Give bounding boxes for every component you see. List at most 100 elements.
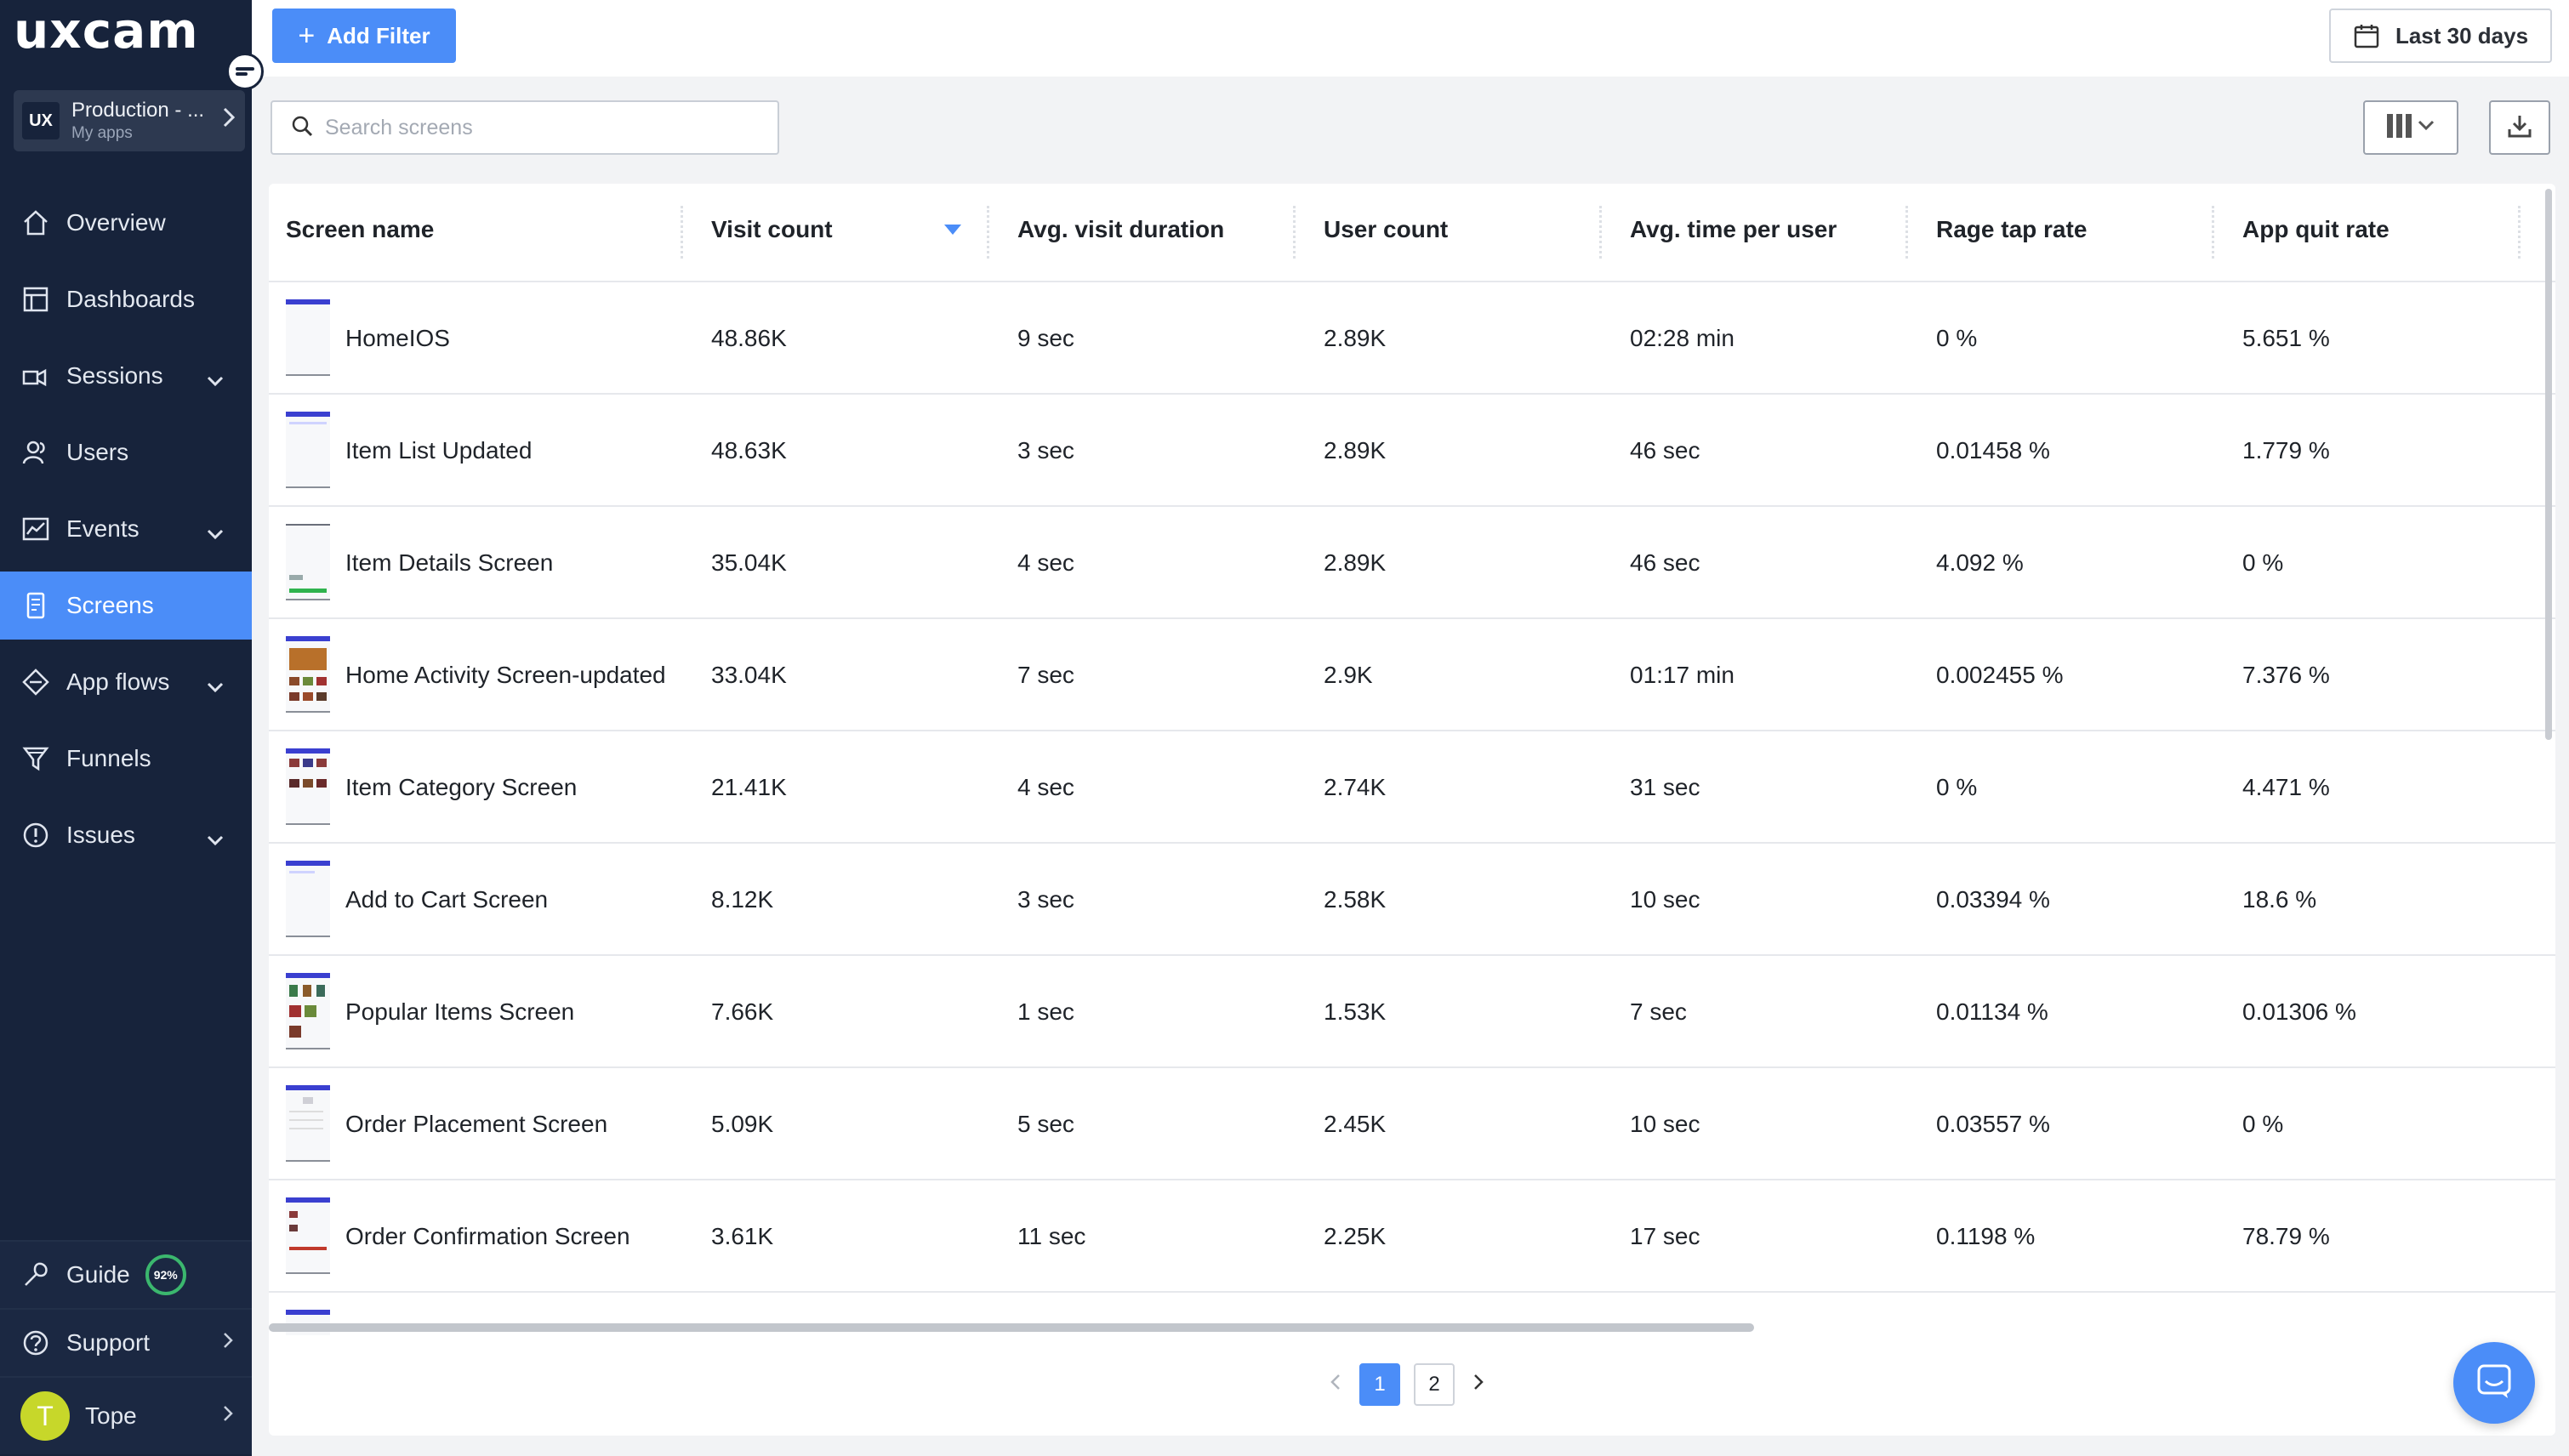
avg-visit-duration: 11 sec [1017,1223,1086,1249]
avg-time-per-user: 46 sec [1630,437,1700,464]
nav-item-funnels[interactable]: Funnels [0,725,252,793]
columns-icon [2384,111,2438,145]
pagination: 1 2 [1319,1362,1495,1407]
nav-item-screens[interactable]: Screens [0,572,252,640]
column-header-user-count[interactable]: User count [1324,216,1449,242]
nav-item-events[interactable]: Events [0,495,252,563]
table-row[interactable]: Item Category Screen 21.41K 4 sec 2.74K … [269,731,2555,844]
column-header-app-quit-rate[interactable]: App quit rate [2242,216,2390,242]
chat-support-button[interactable] [2453,1342,2535,1424]
chevron-right-icon [221,106,236,135]
screen-name[interactable]: Home Activity Screen-updated [345,662,666,688]
table-row[interactable]: Add to Cart Screen 8.12K 3 sec 2.58K 10 … [269,844,2555,956]
screen-thumbnail [286,1197,330,1274]
plus-icon: + [298,19,316,52]
nav-label: Screens [66,592,154,618]
table-row[interactable]: Order Confirmation Screen 3.61K 11 sec 2… [269,1180,2555,1293]
avg-time-per-user: 31 sec [1630,774,1700,800]
uxcam-logo[interactable]: uxcam [14,2,199,60]
guide-label: Guide [66,1261,130,1288]
visit-count: 5.09K [711,1111,774,1137]
horizontal-scrollbar[interactable] [269,1323,1754,1332]
app-quit-rate: 18.6 % [2242,886,2317,913]
user-item[interactable]: T Tope [0,1376,252,1454]
rage-tap-rate: 0.03394 % [1936,886,2050,913]
nav-item-overview[interactable]: Overview [0,189,252,257]
column-resizer[interactable] [1905,206,1908,259]
date-range-button[interactable]: Last 30 days [2329,9,2552,63]
issues-icon [20,820,51,850]
avg-visit-duration: 4 sec [1017,549,1074,576]
screen-name[interactable]: Popular Items Screen [345,998,575,1025]
column-header-avg-time-per-user[interactable]: Avg. time per user [1630,216,1837,242]
screen-name[interactable]: Item Category Screen [345,774,578,800]
user-count: 2.74K [1324,774,1387,800]
nav-item-app-flows[interactable]: App flows [0,648,252,716]
nav-item-dashboards[interactable]: Dashboards [0,265,252,333]
avg-visit-duration: 1 sec [1017,998,1074,1025]
app-switcher[interactable]: UX Production - ... My apps [14,90,245,151]
page-button-2[interactable]: 2 [1414,1363,1455,1406]
support-item[interactable]: Support [0,1308,252,1376]
screen-name[interactable]: Order Confirmation Screen [345,1223,630,1249]
screen-name[interactable]: Add to Cart Screen [345,886,549,913]
screen-name[interactable]: Item List Updated [345,437,533,464]
table-row[interactable]: Item Details Screen 35.04K 4 sec 2.89K 4… [269,507,2555,619]
table-row[interactable]: Order Placement Screen 5.09K 5 sec 2.45K… [269,1068,2555,1180]
vertical-scrollbar[interactable] [2545,189,2552,740]
download-button[interactable] [2489,100,2550,155]
column-resizer[interactable] [1293,206,1296,259]
screen-name[interactable]: Order Placement Screen [345,1111,608,1137]
page-button-1[interactable]: 1 [1359,1363,1400,1406]
screen-name[interactable]: HomeIOS [345,325,450,351]
collapse-sidebar-button[interactable] [226,53,264,90]
screen-thumbnail [286,299,330,376]
column-header-screen-name[interactable]: Screen name [286,216,435,242]
prev-page-icon[interactable] [1319,1370,1353,1399]
user-count: 2.89K [1324,437,1387,464]
avg-time-per-user: 10 sec [1630,886,1700,913]
main-nav: Overview Dashboards Sessions Users [0,189,252,878]
sort-desc-icon[interactable] [944,225,961,235]
guide-item[interactable]: Guide 92% [0,1240,252,1308]
rage-tap-rate: 0.03557 % [1936,1111,2050,1137]
nav-item-sessions[interactable]: Sessions [0,342,252,410]
table-row[interactable]: HomeIOS 48.86K 9 sec 2.89K 02:28 min 0 %… [269,282,2555,395]
column-resizer[interactable] [987,206,989,259]
table-row[interactable]: Home Activity Screen-updated 33.04K 7 se… [269,619,2555,731]
screen-thumbnail [286,412,330,488]
columns-toggle-button[interactable] [2363,100,2458,155]
nav-item-issues[interactable]: Issues [0,801,252,869]
next-page-icon[interactable] [1461,1370,1495,1399]
screen-name[interactable]: Item Details Screen [345,549,554,576]
visit-count: 48.86K [711,325,787,351]
nav-item-users[interactable]: Users [0,418,252,486]
visit-count: 48.63K [711,437,787,464]
column-header-visit-count[interactable]: Visit count [711,216,833,242]
column-header-rage-tap-rate[interactable]: Rage tap rate [1936,216,2088,242]
column-resizer[interactable] [2518,206,2521,259]
user-count: 1.53K [1324,998,1387,1025]
app-quit-rate: 0 % [2242,1111,2284,1137]
search-field[interactable] [271,100,779,155]
table-row[interactable]: Item List Updated 48.63K 3 sec 2.89K 46 … [269,395,2555,507]
visit-count: 8.12K [711,886,774,913]
nav-label: Sessions [66,362,163,389]
add-filter-button[interactable]: + Add Filter [272,9,456,63]
dashboard-icon [20,284,51,315]
user-count: 2.25K [1324,1223,1387,1249]
column-header-avg-visit-duration[interactable]: Avg. visit duration [1017,216,1225,242]
rage-tap-rate: 0 % [1936,774,1978,800]
avg-visit-duration: 9 sec [1017,325,1074,351]
table-row[interactable]: Popular Items Screen 7.66K 1 sec 1.53K 7… [269,956,2555,1068]
screens-table: Screen name Visit count Avg. visit durat… [269,184,2555,1436]
search-input[interactable] [325,115,750,140]
chevron-down-icon [206,519,225,546]
column-resizer[interactable] [2212,206,2214,259]
screen-thumbnail [286,973,330,1049]
column-resizer[interactable] [681,206,683,259]
user-count: 2.89K [1324,549,1387,576]
rage-tap-rate: 0.01458 % [1936,437,2050,464]
column-resizer[interactable] [1599,206,1602,259]
app-name: Production - ... [71,99,205,122]
